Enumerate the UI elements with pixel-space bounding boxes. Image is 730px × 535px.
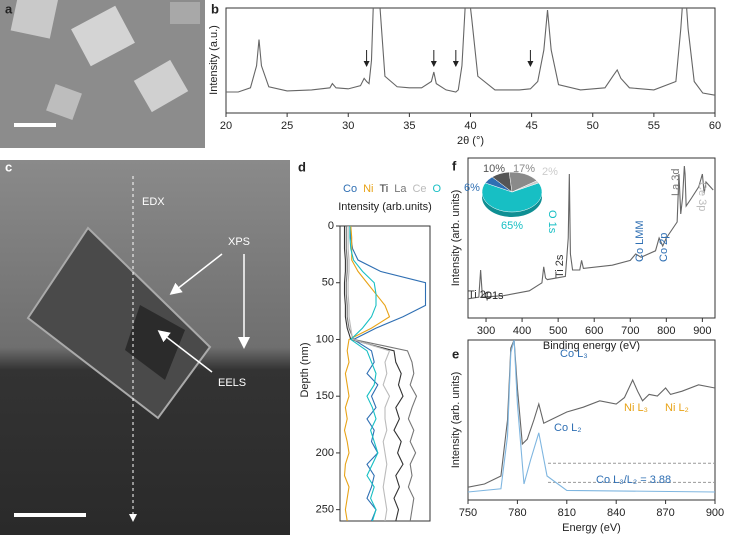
legend-entry: Ni bbox=[363, 183, 373, 195]
x-tick-label: 60 bbox=[709, 120, 721, 132]
annotation: Ni L₂ bbox=[665, 402, 689, 414]
panel-label: e bbox=[452, 346, 459, 361]
panel-label: c bbox=[5, 159, 12, 174]
x-tick-label: 25 bbox=[281, 120, 293, 132]
y-tick-label: 50 bbox=[322, 277, 334, 289]
x-tick-label: 500 bbox=[549, 325, 567, 337]
series-line bbox=[468, 340, 715, 493]
y-tick-label: 100 bbox=[316, 333, 334, 345]
micrograph-a: a bbox=[0, 0, 205, 148]
y-axis-label: Intensity (arb. units) bbox=[450, 372, 462, 469]
pie-label: 6% bbox=[464, 182, 480, 194]
pie-label: 10% bbox=[483, 163, 505, 175]
x-tick-label: 30 bbox=[342, 120, 354, 132]
x-tick-label: 810 bbox=[558, 507, 576, 519]
y-tick-label: 0 bbox=[328, 220, 334, 232]
annotation: O 1s bbox=[546, 210, 558, 234]
legend-entry: La bbox=[394, 183, 407, 195]
y-axis-label: Intensity (arb. units) bbox=[450, 190, 462, 287]
legend-entry: Co bbox=[343, 183, 357, 195]
series-line bbox=[468, 340, 715, 488]
annotation: C1s bbox=[484, 290, 504, 302]
annotation: La 3d bbox=[670, 168, 682, 196]
x-tick-label: 600 bbox=[585, 325, 603, 337]
annotation: EDX bbox=[142, 196, 165, 208]
panel-label: a bbox=[5, 1, 13, 16]
panel-label: b bbox=[211, 1, 219, 16]
annotation: Co LMM bbox=[634, 220, 646, 262]
x-tick-label: 20 bbox=[220, 120, 232, 132]
pie-slice bbox=[481, 182, 543, 213]
x-tick-label: 700 bbox=[621, 325, 639, 337]
x-tick-label: 900 bbox=[693, 325, 711, 337]
legend-entry: Ce bbox=[412, 183, 426, 195]
panel-label: f bbox=[452, 158, 457, 173]
x-tick-label: 400 bbox=[513, 325, 531, 337]
y-axis-label: Depth (nm) bbox=[299, 342, 311, 397]
micrograph-c: c EDX XPS EELS bbox=[0, 159, 290, 535]
panel-label: d bbox=[298, 159, 306, 174]
series-line bbox=[226, 8, 715, 96]
x-tick-label: 35 bbox=[403, 120, 415, 132]
series-line bbox=[468, 165, 714, 300]
pie-label: 65% bbox=[501, 220, 523, 232]
x-tick-label: 50 bbox=[587, 120, 599, 132]
series-line bbox=[347, 226, 391, 521]
x-axis-label: Energy (eV) bbox=[562, 522, 621, 534]
chart-title: Intensity (arb.units) bbox=[338, 201, 432, 213]
annotation: Ce 3p bbox=[696, 182, 708, 211]
x-tick-label: 780 bbox=[508, 507, 526, 519]
annotation: Ni L₃ bbox=[624, 402, 648, 414]
plot-frame bbox=[467, 339, 716, 501]
y-tick-label: 150 bbox=[316, 390, 334, 402]
y-tick-label: 250 bbox=[316, 504, 334, 516]
annotation: Co L₃ bbox=[560, 348, 588, 360]
plot-frame bbox=[225, 7, 716, 114]
annotation: Ti 2p bbox=[468, 289, 492, 301]
annotation: Ti 2s bbox=[554, 254, 566, 278]
series-line bbox=[345, 226, 418, 521]
pie-label: 2% bbox=[542, 166, 558, 178]
series-line bbox=[349, 226, 379, 521]
plot-frame bbox=[467, 157, 716, 319]
annotation: Co 2p bbox=[658, 233, 670, 262]
series-line bbox=[350, 226, 427, 521]
annotation: EELS bbox=[218, 377, 246, 389]
y-axis-label: Intensity (a.u.) bbox=[208, 25, 220, 95]
legend-entry: Ti bbox=[379, 183, 388, 195]
pie-label: 17% bbox=[513, 163, 535, 175]
pie-slice bbox=[511, 180, 540, 193]
x-tick-label: 750 bbox=[459, 507, 477, 519]
y-tick-label: 200 bbox=[316, 447, 334, 459]
x-tick-label: 870 bbox=[656, 507, 674, 519]
annotation: Co L₃/L₂ = 3.88 bbox=[596, 474, 671, 486]
x-axis-label: 2θ (°) bbox=[457, 135, 484, 147]
x-tick-label: 800 bbox=[657, 325, 675, 337]
x-tick-label: 40 bbox=[464, 120, 476, 132]
annotation: Co L₂ bbox=[554, 422, 582, 434]
annotation: XPS bbox=[228, 236, 250, 248]
legend-entry: O bbox=[433, 183, 442, 195]
series-line bbox=[343, 226, 391, 521]
x-tick-label: 45 bbox=[526, 120, 538, 132]
x-tick-label: 300 bbox=[477, 325, 495, 337]
x-axis-label: Binding energy (eV) bbox=[543, 340, 640, 352]
x-tick-label: 840 bbox=[607, 507, 625, 519]
x-tick-label: 55 bbox=[648, 120, 660, 132]
series-line bbox=[343, 226, 404, 521]
x-tick-label: 900 bbox=[706, 507, 724, 519]
